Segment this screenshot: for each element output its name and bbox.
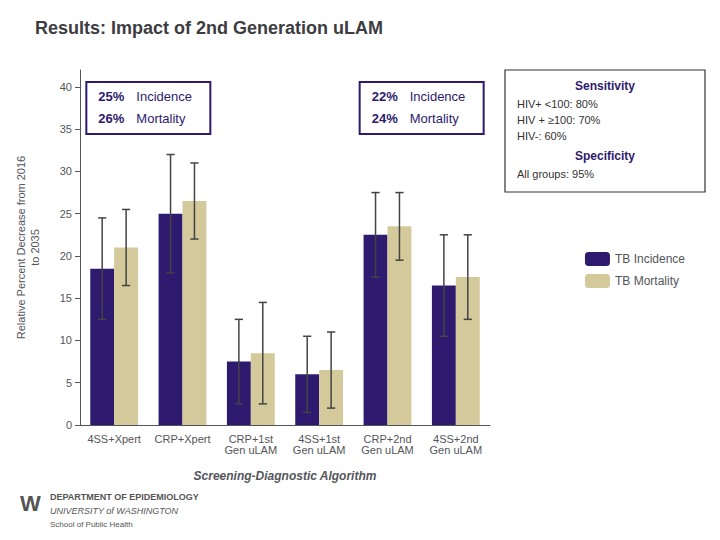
svg-text:30: 30: [60, 165, 72, 177]
svg-text:Gen uLAM: Gen uLAM: [430, 444, 483, 456]
svg-text:Results: Impact of 2nd Generat: Results: Impact of 2nd Generation uLAM: [35, 18, 383, 38]
svg-text:Sensitivity: Sensitivity: [575, 79, 635, 93]
svg-text:0: 0: [66, 419, 72, 431]
svg-text:HIV + ≥100: 70%: HIV + ≥100: 70%: [517, 114, 601, 126]
svg-text:HIV+ <100: 80%: HIV+ <100: 80%: [517, 98, 598, 110]
svg-text:School of Public Health: School of Public Health: [50, 520, 133, 529]
svg-text:Screening-Diagnostic Algorithm: Screening-Diagnostic Algorithm: [194, 469, 377, 483]
svg-text:5: 5: [66, 377, 72, 389]
svg-text:4SS+2nd: 4SS+2nd: [433, 432, 479, 445]
svg-text:All groups: 95%: All groups: 95%: [517, 168, 594, 180]
svg-text:35: 35: [60, 123, 72, 135]
svg-text:CRP+2nd: CRP+2nd: [363, 432, 412, 445]
svg-text:40: 40: [60, 81, 72, 93]
svg-text:Mortality: Mortality: [410, 111, 460, 126]
svg-text:10: 10: [60, 334, 72, 346]
svg-text:Incidence: Incidence: [136, 89, 192, 104]
svg-text:24%: 24%: [372, 111, 398, 126]
svg-text:Relative Percent Decrease from: Relative Percent Decrease from 2016: [15, 156, 27, 339]
svg-text:TB Mortality: TB Mortality: [615, 274, 679, 288]
svg-text:DEPARTMENT OF EPIDEMIOLOGY: DEPARTMENT OF EPIDEMIOLOGY: [50, 492, 199, 502]
svg-text:22%: 22%: [372, 89, 398, 104]
svg-text:UNIVERSITY of WASHINGTON: UNIVERSITY of WASHINGTON: [50, 506, 179, 516]
svg-text:Gen uLAM: Gen uLAM: [293, 444, 346, 456]
svg-text:Mortality: Mortality: [136, 111, 186, 126]
svg-text:CRP+Xpert: CRP+Xpert: [155, 433, 211, 445]
svg-text:25%: 25%: [98, 89, 124, 104]
svg-text:4SS+1st: 4SS+1st: [298, 432, 341, 445]
svg-text:TB Incidence: TB Incidence: [615, 252, 685, 266]
svg-text:25: 25: [60, 208, 72, 220]
svg-text:4SS+Xpert: 4SS+Xpert: [87, 433, 141, 445]
svg-text:HIV-: 60%: HIV-: 60%: [517, 130, 567, 142]
svg-text:Gen uLAM: Gen uLAM: [361, 444, 414, 456]
svg-text:20: 20: [60, 250, 72, 262]
svg-text:15: 15: [60, 292, 72, 304]
svg-text:to 2035: to 2035: [29, 229, 41, 266]
svg-text:Incidence: Incidence: [410, 89, 466, 104]
svg-text:W: W: [20, 491, 41, 516]
svg-text:Gen uLAM: Gen uLAM: [225, 444, 278, 456]
svg-text:26%: 26%: [98, 111, 124, 126]
svg-text:CRP+1st: CRP+1st: [228, 432, 273, 445]
svg-text:Specificity: Specificity: [575, 149, 635, 163]
